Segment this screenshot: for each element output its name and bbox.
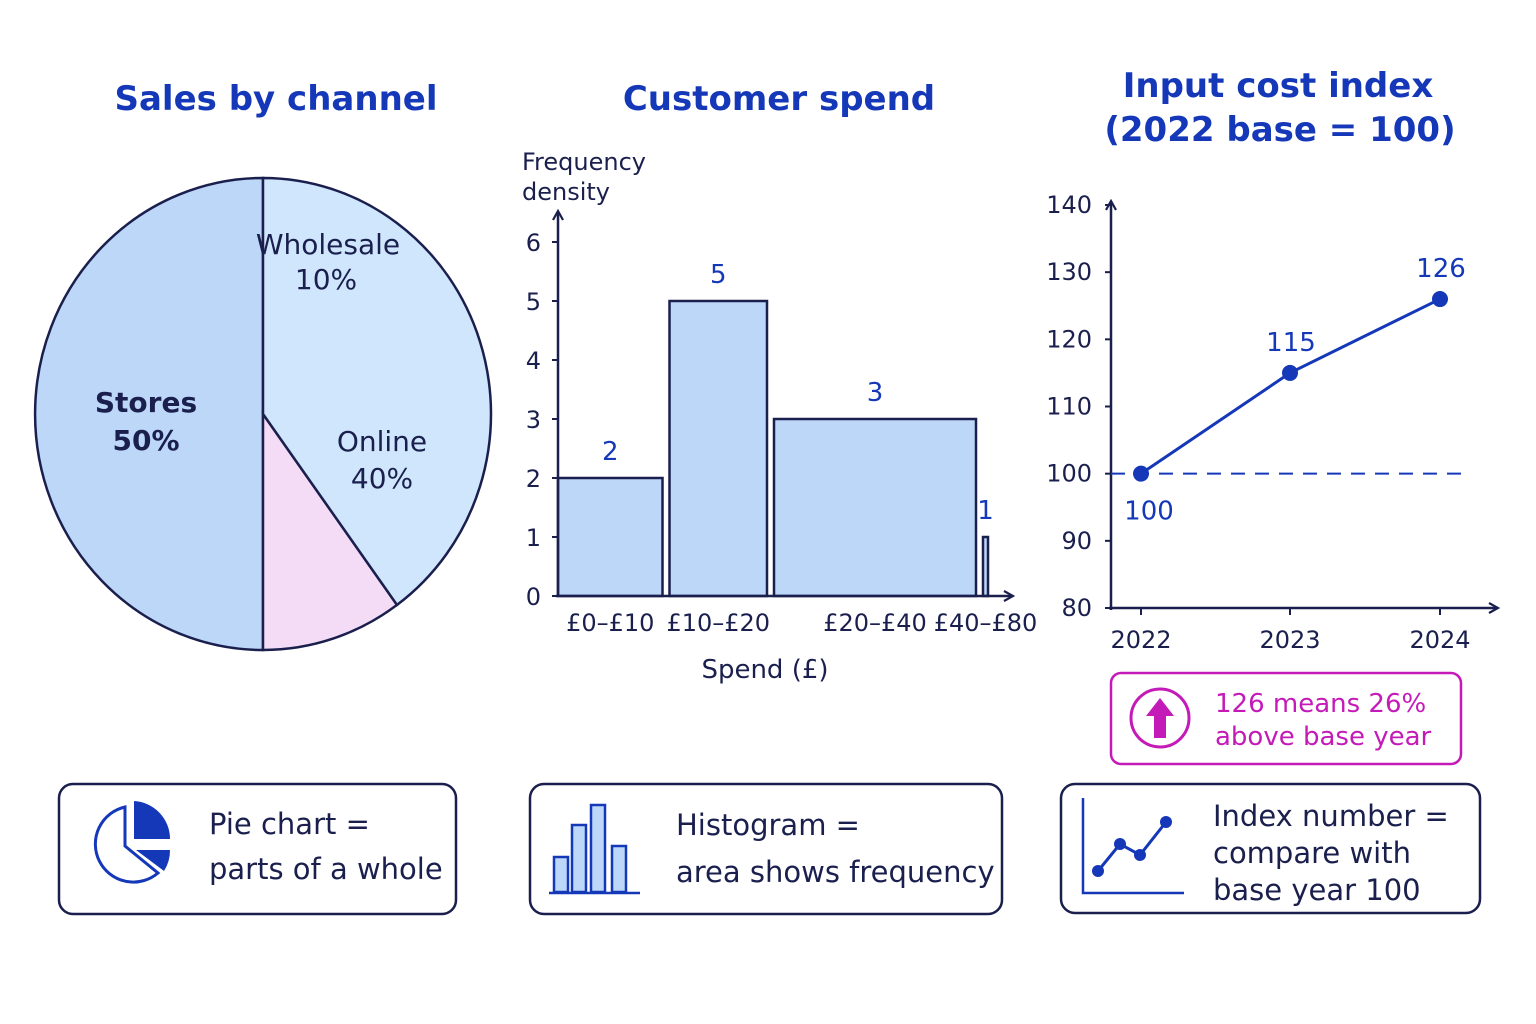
pie-slice-stores: [33, 176, 265, 652]
info-card-histogram-line1: Histogram =: [676, 808, 860, 842]
histogram-y-tick-label: 4: [526, 347, 541, 375]
line-y-tick-label: 90: [1061, 527, 1092, 555]
line-y-tick-label: 120: [1046, 325, 1092, 353]
histogram-ylabel-line1: Frequency: [522, 148, 646, 176]
line-y-tick-label: 100: [1046, 460, 1092, 488]
histogram-value-label: 3: [867, 378, 884, 408]
line-chart-y-ticks: 80 90 100 110 120 130 140: [1046, 191, 1111, 622]
histogram-y-tick-label: 5: [526, 288, 541, 316]
line-point-2022: [1133, 465, 1149, 482]
note-line-1: 126 means 26%: [1215, 689, 1426, 719]
histogram-value-label: 5: [710, 260, 727, 290]
line-value-label: 115: [1266, 328, 1316, 358]
pie-chart: Sales by channel Stores 50% Wholesale 10…: [33, 79, 493, 652]
histogram-bar-20-40: [772, 417, 978, 598]
info-card-index: Index number = compare with base year 10…: [1059, 782, 1482, 915]
histogram-icon: [549, 803, 640, 895]
pie-label-wholesale-name: Wholesale: [256, 228, 400, 261]
pie-label-wholesale-value: 10%: [295, 263, 357, 296]
pie-label-online-value: 40%: [351, 462, 413, 495]
info-card-index-line1: Index number =: [1213, 799, 1449, 833]
info-card-index-line3: base year 100: [1213, 873, 1421, 907]
info-card-histogram-frame: [528, 782, 1004, 916]
line-point-2024: [1432, 291, 1448, 308]
line-x-tick-label: 2024: [1409, 626, 1470, 654]
info-card-pie-line1: Pie chart =: [209, 807, 370, 841]
histogram-bar-10-20: [668, 299, 769, 598]
note-line-2: above base year: [1215, 722, 1432, 752]
line-y-tick-label: 80: [1061, 594, 1092, 622]
line-x-tick-label: 2022: [1110, 626, 1171, 654]
histogram-value-label: 2: [602, 437, 619, 467]
line-point-2023: [1282, 364, 1298, 381]
line-value-label: 100: [1124, 497, 1174, 527]
histogram-bar-0-10: [556, 476, 664, 598]
note-box: 126 means 26% above base year: [1109, 671, 1463, 766]
line-y-tick-label: 110: [1046, 393, 1092, 421]
histogram-bar-40-80: [981, 535, 990, 598]
line-chart: Input cost index (2022 base = 100) 80 90 1…: [1046, 66, 1497, 766]
pie-chart-title: Sales by channel: [115, 79, 438, 119]
line-y-tick-label: 140: [1046, 191, 1092, 219]
line-chart-x-ticks: 2022 2023 2024: [1110, 608, 1471, 654]
histogram-y-tick-label: 3: [526, 406, 541, 434]
arrow-up-icon: [1129, 687, 1191, 749]
note-box-frame: [1109, 671, 1463, 766]
histogram-y-tick-label: 0: [526, 583, 541, 611]
series-line: [1140, 297, 1441, 475]
info-card-index-line2: compare with: [1213, 836, 1411, 870]
histogram-x-tick-label: £40–£80: [934, 609, 1038, 637]
histogram-ylabel-line2: density: [522, 178, 610, 206]
histogram-x-tick-label: £20–£40: [823, 609, 927, 637]
info-card-histogram: Histogram = area shows frequency: [528, 782, 1004, 916]
histogram-x-ticks: £0–£10 £10–£20 £20–£40 £40–£80: [566, 609, 1037, 637]
info-card-pie-frame: [57, 782, 458, 916]
histogram-x-tick-label: £10–£20: [666, 609, 770, 637]
pie-slice-wholesale: [261, 410, 399, 652]
histogram-chart: Customer spend Frequency density 2 5 3 1 0 1…: [522, 79, 1037, 685]
pie-label-stores-value: 50%: [112, 424, 179, 457]
histogram-y-tick-label: 2: [526, 465, 541, 493]
histogram-xlabel: Spend (£): [701, 655, 828, 685]
line-chart-points: 100 115 126: [1124, 254, 1466, 527]
histogram-title: Customer spend: [623, 79, 935, 119]
line-chart-title-line2: (2022 base = 100): [1104, 110, 1455, 150]
pie-chart-icon: [93, 801, 171, 884]
info-card-histogram-line2: area shows frequency: [676, 855, 995, 889]
line-x-tick-label: 2023: [1259, 626, 1320, 654]
histogram-y-tick-label: 6: [526, 229, 541, 257]
info-card-pie: Pie chart = parts of a whole: [57, 782, 458, 916]
histogram-x-tick-label: £0–£10: [566, 609, 654, 637]
pie-label-stores-name: Stores: [95, 386, 197, 419]
histogram-bars: 2 5 3 1: [556, 260, 994, 598]
histogram-y-ticks: 0 1 2 3 4 5 6: [526, 229, 558, 611]
pie-slices: [33, 176, 493, 652]
line-y-tick-label: 130: [1046, 258, 1092, 286]
histogram-y-tick-label: 1: [526, 524, 541, 552]
line-value-label: 126: [1416, 254, 1466, 284]
line-chart-icon: [1081, 798, 1184, 895]
line-chart-title-line1: Input cost index: [1123, 66, 1434, 106]
info-card-pie-line2: parts of a whole: [209, 852, 443, 886]
pie-label-online-name: Online: [337, 425, 427, 458]
histogram-value-label: 1: [977, 496, 994, 526]
pie-slice-online: [261, 176, 493, 607]
